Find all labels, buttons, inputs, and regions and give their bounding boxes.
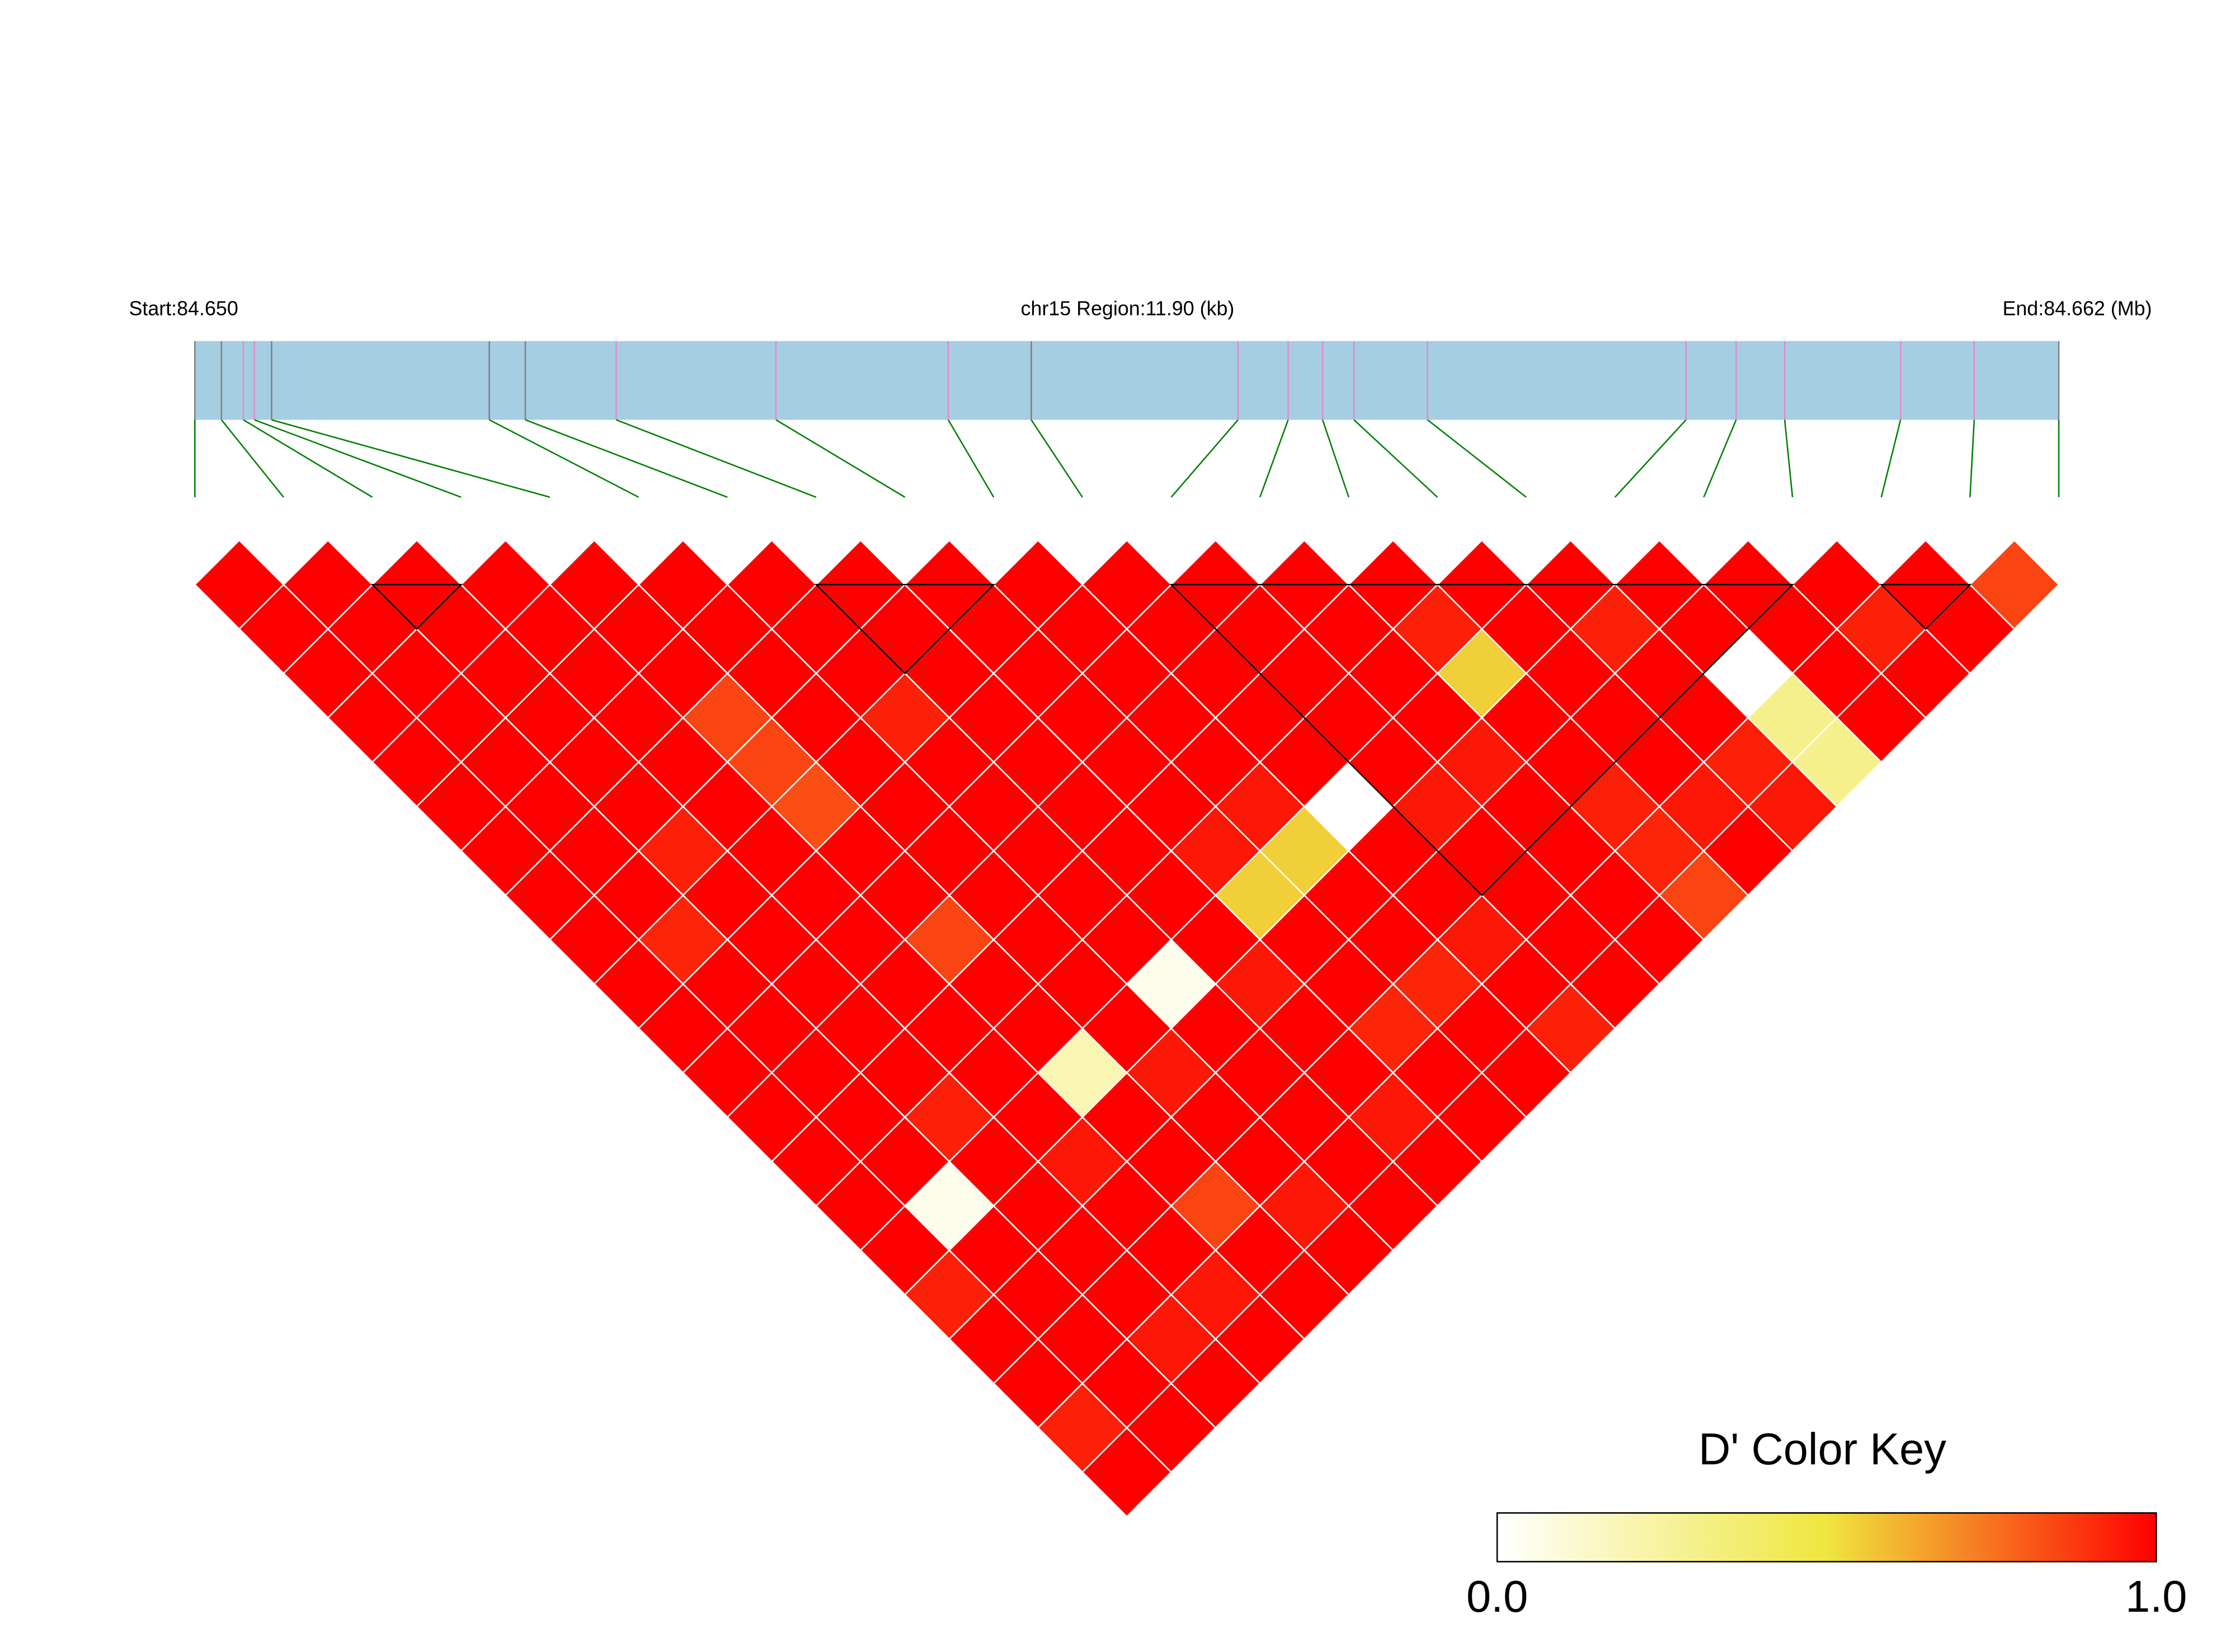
snp-connector [1031, 419, 1083, 498]
ld-block-outline [1879, 583, 1972, 630]
snp-connector [1969, 420, 1975, 497]
snp-connector [1353, 419, 1438, 498]
color-key-max-label: 1.0 [2125, 1571, 2187, 1621]
gene-track [194, 341, 2060, 420]
region-length-label: chr15 Region:11.90 (kb) [1020, 298, 1234, 320]
snp-connector [525, 419, 728, 498]
snp-connector [1321, 420, 1349, 498]
ld-cells [194, 539, 2060, 1518]
snp-connector [1703, 419, 1737, 498]
snp-connectors [194, 419, 2060, 498]
snp-connector [947, 419, 995, 498]
ld-block-outline [814, 583, 996, 675]
region-end-label: End:84.662 (Mb) [2002, 298, 2152, 320]
snp-connector [254, 419, 462, 498]
snp-connector [243, 419, 373, 498]
snp-connector [1259, 420, 1289, 498]
snp-connector [1170, 419, 1239, 498]
ld-cell [1969, 539, 2060, 630]
snp-connector [271, 419, 550, 498]
ld-block-outline [370, 583, 463, 630]
gene-bar [195, 341, 2059, 420]
snp-connector [1614, 419, 1687, 498]
color-key: D' Color Key 0.0 1.0 [1466, 1424, 2187, 1621]
ld-block-outlines [370, 583, 1972, 897]
ld-block-outline [1169, 583, 1795, 897]
snp-connector [1427, 419, 1527, 498]
snp-connector [489, 419, 639, 498]
snp-connector [615, 419, 817, 498]
color-key-min-label: 0.0 [1466, 1571, 1528, 1621]
color-key-title: D' Color Key [1698, 1424, 1946, 1474]
snp-connector [775, 419, 906, 498]
snp-connector [220, 419, 284, 498]
snp-connector [1880, 420, 1902, 498]
color-key-bar [1496, 1512, 2157, 1562]
region-start-label: Start:84.650 [129, 298, 238, 320]
snp-connector [1784, 420, 1794, 497]
